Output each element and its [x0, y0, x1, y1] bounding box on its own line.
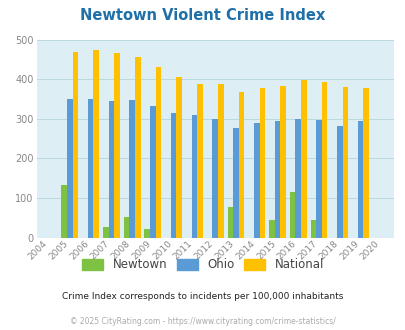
Bar	[144, 229, 150, 238]
Bar	[102, 227, 108, 238]
Bar	[357, 121, 362, 238]
Bar	[259, 88, 264, 238]
Bar	[279, 86, 285, 238]
Bar	[61, 185, 67, 238]
Bar	[321, 82, 327, 238]
Bar	[72, 52, 78, 238]
Bar	[93, 50, 99, 238]
Bar	[67, 99, 72, 238]
Bar	[176, 77, 181, 238]
Bar	[212, 119, 217, 238]
Bar	[108, 101, 114, 238]
Bar	[124, 217, 129, 238]
Bar	[336, 126, 342, 238]
Bar	[197, 84, 202, 238]
Bar	[274, 121, 279, 238]
Bar	[134, 57, 140, 238]
Bar	[87, 99, 93, 238]
Bar	[227, 207, 232, 238]
Bar	[114, 53, 119, 238]
Bar	[171, 113, 176, 238]
Bar	[295, 119, 301, 238]
Bar	[191, 115, 197, 238]
Bar	[289, 192, 295, 238]
Bar	[155, 67, 161, 238]
Text: © 2025 CityRating.com - https://www.cityrating.com/crime-statistics/: © 2025 CityRating.com - https://www.city…	[70, 317, 335, 326]
Bar	[232, 127, 238, 238]
Bar	[315, 119, 321, 238]
Bar	[129, 100, 134, 238]
Bar	[301, 80, 306, 238]
Bar	[217, 84, 223, 238]
Bar	[150, 106, 155, 238]
Text: Newtown Violent Crime Index: Newtown Violent Crime Index	[80, 8, 325, 23]
Bar	[310, 220, 315, 238]
Bar	[362, 87, 368, 238]
Legend: Newtown, Ohio, National: Newtown, Ohio, National	[82, 258, 323, 271]
Bar	[269, 220, 274, 238]
Bar	[238, 92, 244, 238]
Text: Crime Index corresponds to incidents per 100,000 inhabitants: Crime Index corresponds to incidents per…	[62, 292, 343, 301]
Bar	[342, 87, 347, 238]
Bar	[253, 123, 259, 238]
